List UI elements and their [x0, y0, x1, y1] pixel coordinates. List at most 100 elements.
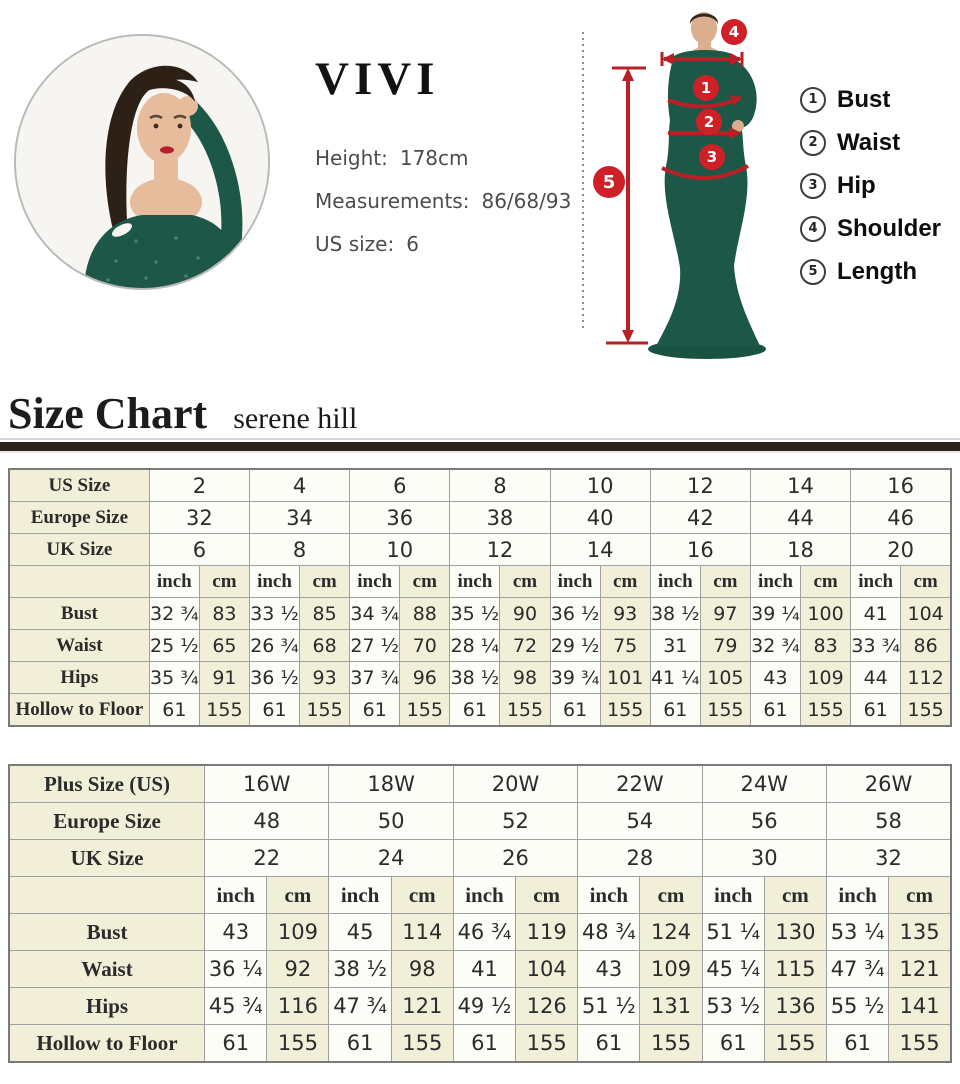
row-label [8, 565, 150, 598]
inch-value: 61 [577, 1024, 641, 1063]
measurement-legend: 1 Bust 2 Waist 3 Hip 4 Shoulder 5 Length [800, 78, 941, 293]
measure-row: Waist 25 ½ 65 26 ¾ 68 27 ½ 70 28 ¼ 72 29 ½ 75 31 79 3… [8, 629, 952, 662]
legend-item-waist: 2 Waist [800, 121, 941, 164]
hair-top [134, 78, 195, 102]
inch-value: 47 ¾ [825, 950, 890, 988]
size-value: 28 [577, 839, 703, 877]
circled-number-icon: 5 [800, 258, 826, 285]
standard-size-chart-table: US Size 2 4 6 8 10 12 14 16 Europe Size 32 34 36 38 40… [8, 468, 952, 727]
cm-value: 155 [800, 693, 852, 727]
inch-value: 38 ½ [449, 661, 501, 694]
us-size-row: US size: 6 [315, 232, 419, 256]
portrait-illustration [16, 36, 268, 288]
us-size-value: 6 [406, 232, 419, 256]
size-value: 44 [749, 501, 852, 534]
height-label: Height: [315, 146, 388, 170]
unit-cm-header: cm [639, 876, 703, 914]
size-row: US Size 2 4 6 8 10 12 14 16 [8, 468, 952, 502]
size-value: 32 [148, 501, 250, 534]
size-value: 24W [701, 764, 827, 803]
unit-inch-header: inch [549, 565, 601, 598]
cm-value: 121 [390, 987, 454, 1025]
plus-size-chart-table: Plus Size (US) 16W 18W 20W 22W 24W 26W Europe S… [8, 764, 952, 1063]
cm-value: 124 [639, 913, 703, 951]
cm-value: 98 [499, 661, 551, 694]
cm-value: 135 [888, 913, 952, 951]
cm-value: 119 [515, 913, 579, 951]
unit-cm-header: cm [699, 565, 751, 598]
size-value: 20 [850, 533, 952, 566]
inch-value: 31 [649, 629, 701, 662]
cm-value: 126 [515, 987, 579, 1025]
inch-value: 61 [248, 693, 301, 727]
inch-value: 34 ¾ [349, 597, 401, 630]
inch-value: 32 ¾ [148, 597, 200, 630]
measure-row: Hollow to Floor 61 155 61 155 61 155 61 155 61 155… [8, 693, 952, 727]
size-value: 22 [204, 839, 330, 877]
cm-value: 100 [800, 597, 852, 630]
inch-value: 45 [328, 913, 392, 951]
height-row: Height: 178cm [315, 146, 469, 170]
inch-value: 32 ¾ [749, 629, 802, 662]
size-value: 14 [549, 533, 651, 566]
inch-value: 61 [549, 693, 601, 727]
cm-value: 83 [198, 597, 250, 630]
cm-value: 131 [639, 987, 703, 1025]
size-value: 16 [649, 533, 751, 566]
inch-value: 61 [349, 693, 401, 727]
inch-value: 35 ¾ [148, 661, 200, 694]
legend-label: Bust [837, 85, 891, 113]
size-value: 2 [148, 468, 250, 502]
inch-value: 45 ¾ [204, 987, 268, 1025]
size-value: 52 [452, 802, 579, 840]
badge-bust [693, 75, 719, 101]
height-value: 178cm [399, 146, 469, 170]
measure-row: Hips 45 ¾ 116 47 ¾ 121 49 ½ 126 51 ½ 131 53 ½ 136 5… [8, 987, 952, 1025]
unit-cm-header: cm [763, 876, 827, 914]
unit-cm-header: cm [299, 565, 351, 598]
size-value: 18 [749, 533, 852, 566]
size-value: 32 [825, 839, 952, 877]
legend-item-length: 5 Length [800, 250, 941, 293]
row-label: Europe Size [8, 802, 206, 840]
unit-cm-header: cm [900, 565, 952, 598]
row-label: Europe Size [8, 501, 150, 534]
legend-label: Hip [837, 171, 876, 199]
size-value: 34 [248, 501, 351, 534]
brow [149, 114, 163, 120]
cm-value: 116 [266, 987, 330, 1025]
divider-rule [0, 438, 960, 453]
cm-value: 72 [499, 629, 551, 662]
unit-inch-header: inch [328, 876, 392, 914]
dress-diagram: 1 2 3 4 5 [556, 2, 810, 376]
size-value: 42 [649, 501, 751, 534]
unit-header-row: inch cm inch cm inch cm inch cm inch cm inch cm [8, 876, 952, 914]
inch-value: 46 ¾ [452, 913, 517, 951]
inch-value: 49 ½ [452, 987, 517, 1025]
unit-inch-header: inch [248, 565, 301, 598]
size-value: 54 [577, 802, 703, 840]
inch-value: 61 [204, 1024, 268, 1063]
divider-dark-bar [0, 442, 960, 453]
inch-value: 38 ½ [328, 950, 392, 988]
cm-value: 155 [888, 1024, 952, 1063]
brand-subtitle: serene hill [233, 402, 358, 435]
size-value: 40 [549, 501, 651, 534]
size-value: 8 [449, 468, 551, 502]
legend-label: Waist [837, 128, 901, 156]
inch-value: 51 ¼ [701, 913, 765, 951]
measurements-label: Measurements: [315, 189, 470, 213]
row-label: Hollow to Floor [8, 1024, 206, 1063]
cm-value: 91 [198, 661, 250, 694]
size-value: 56 [701, 802, 827, 840]
cm-value: 155 [900, 693, 952, 727]
cm-value: 68 [299, 629, 351, 662]
badge-length [593, 166, 625, 198]
inch-value: 61 [452, 1024, 517, 1063]
unit-inch-header: inch [204, 876, 268, 914]
legend-label: Length [837, 257, 917, 285]
size-value: 46 [850, 501, 952, 534]
measurement-badges: 1 2 3 4 5 [593, 19, 747, 198]
row-label: UK Size [8, 533, 150, 566]
cm-value: 104 [515, 950, 579, 988]
